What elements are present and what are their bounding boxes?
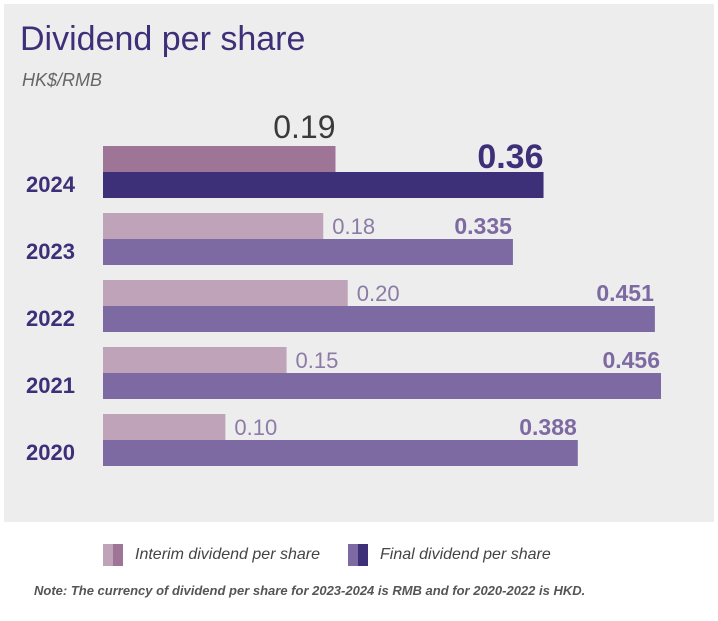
interim-value-2024: 0.19	[273, 109, 335, 145]
year-label-2023: 2023	[26, 239, 75, 264]
currency-note: Note: The currency of dividend per share…	[34, 583, 586, 598]
legend: Interim dividend per share Final dividen…	[103, 543, 579, 567]
year-label-2024: 2024	[26, 172, 76, 197]
chart-subtitle: HK$/RMB	[22, 70, 102, 90]
interim-value-2023: 0.18	[332, 214, 375, 239]
final-value-2020: 0.388	[519, 414, 577, 440]
chart-panel: Dividend per share HK$/RMB 2024 0.19 0.36 202…	[4, 4, 714, 522]
year-label-2021: 2021	[26, 373, 75, 398]
final-bar-2020	[103, 440, 578, 466]
legend-label-interim: Interim dividend per share	[135, 546, 320, 563]
interim-bar-2023	[103, 213, 324, 239]
interim-swatch-icon	[103, 544, 123, 566]
final-bar-2022	[103, 306, 655, 332]
dividend-chart: Dividend per share HK$/RMB 2024 0.19 0.36 202…	[20, 20, 661, 466]
interim-bar-2024	[103, 146, 336, 172]
interim-value-2022: 0.20	[357, 281, 400, 306]
final-bar-2021	[103, 373, 661, 399]
final-value-2024: 0.36	[477, 138, 543, 176]
final-value-2023: 0.335	[454, 213, 512, 239]
final-bar-2023	[103, 239, 513, 265]
interim-value-2021: 0.15	[296, 348, 339, 373]
final-value-2022: 0.451	[596, 280, 654, 306]
chart-title: Dividend per share	[20, 20, 305, 58]
final-swatch-icon	[347, 544, 368, 566]
year-label-2022: 2022	[26, 306, 75, 331]
legend-label-final: Final dividend per share	[379, 546, 551, 563]
interim-bar-2021	[103, 347, 287, 373]
interim-bar-2020	[103, 414, 226, 440]
legend-item-final: Final dividend per share	[347, 544, 551, 566]
final-bar-2024	[103, 172, 544, 198]
year-label-2020: 2020	[26, 440, 75, 465]
interim-value-2020: 0.10	[234, 415, 277, 440]
legend-item-interim: Interim dividend per share	[103, 544, 320, 566]
interim-bar-2022	[103, 280, 348, 306]
final-value-2021: 0.456	[602, 347, 660, 373]
